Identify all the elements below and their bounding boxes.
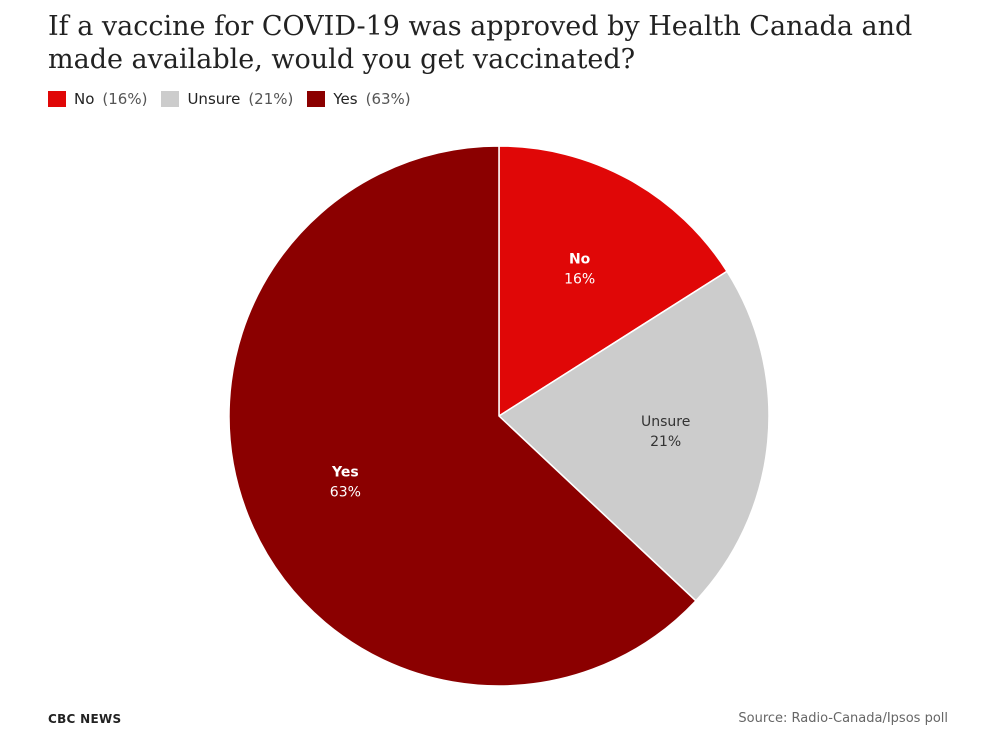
legend-item-no: No (16%)	[48, 90, 147, 108]
pie-slice-unsure	[497, 270, 770, 602]
legend: No (16%) Unsure (21%) Yes (63%)	[48, 90, 411, 108]
legend-label-unsure: Unsure	[187, 90, 241, 108]
legend-label-yes: Yes	[333, 90, 358, 108]
legend-pct-yes: (63%)	[365, 90, 411, 108]
legend-swatch-no	[48, 91, 66, 107]
slice-value-yes: 63%	[330, 484, 361, 500]
chart-title: If a vaccine for COVID-19 was approved b…	[48, 11, 913, 75]
slice-value-unsure: 21%	[650, 434, 681, 450]
pie-slice-no	[498, 145, 729, 418]
legend-label-no: No	[74, 90, 95, 108]
legend-item-yes: Yes (63%)	[307, 90, 411, 108]
slice-label-no: No	[569, 251, 591, 267]
legend-item-unsure: Unsure (21%)	[161, 90, 293, 108]
legend-swatch-yes	[307, 91, 326, 107]
slice-value-no: 16%	[564, 271, 595, 287]
brand-logo-text: CBC NEWS	[48, 712, 122, 726]
legend-pct-unsure: (21%)	[248, 90, 294, 108]
slice-label-unsure: Unsure	[641, 414, 690, 430]
legend-pct-no: (16%)	[102, 90, 148, 108]
slice-label-yes: Yes	[331, 464, 359, 480]
source-note: Source: Radio-Canada/Ipsos poll	[738, 711, 948, 726]
pie-slice-yes	[228, 145, 697, 687]
legend-swatch-unsure	[161, 91, 180, 107]
